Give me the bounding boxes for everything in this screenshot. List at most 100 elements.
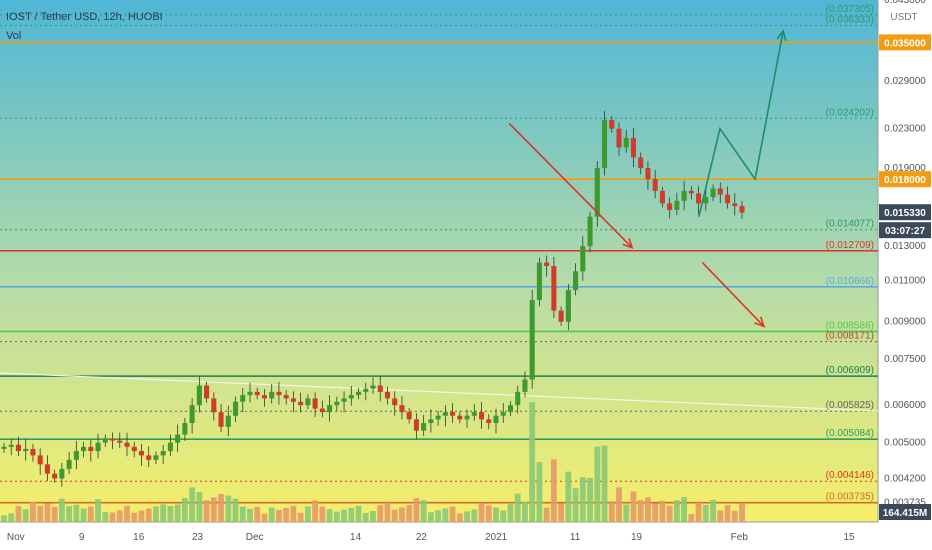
candle-body [609,119,615,129]
price-tick-label: 0.011000 [885,275,926,286]
long-trendline [0,372,879,412]
projection-arrow-green [698,30,784,217]
candle-body [59,468,65,479]
volume-bar [695,502,702,522]
volume-bar [348,507,355,522]
volume-bar [739,503,745,522]
volume-bar [637,500,644,522]
volume-bar [312,500,319,522]
candle-body [363,388,369,392]
time-tick-label: 14 [350,532,362,543]
time-tick-label: Dec [246,532,264,543]
volume-bar [333,511,340,522]
volume-bar [420,500,427,522]
candle-body [23,448,29,452]
candle-body [442,412,448,416]
volume-bar [290,505,297,522]
volume-bar [297,512,304,522]
candle-body [117,440,123,443]
volume-bar [44,503,51,522]
plot-background [0,0,878,522]
volume-bar [8,513,15,522]
candle-body [739,205,745,213]
volume-bar [645,497,651,522]
volume-bar [160,504,167,522]
arrow-head [622,237,634,249]
level-label: (0.024202) [826,107,874,118]
candle-body [529,300,535,380]
volume-bar [102,511,109,522]
price-tick-label: 0.019000 [884,163,926,174]
candle-body [515,391,521,406]
volume-bar [254,506,261,522]
candle-body [189,405,195,424]
candle-body [109,438,116,441]
volume-bar [688,513,695,522]
volume-bar [608,501,615,522]
level-label: (0.014077) [826,219,874,230]
candle-body [638,157,644,169]
candle-body [240,395,246,402]
candle-body [681,190,687,201]
candle-body [52,473,58,479]
candle-body [355,391,362,396]
volume-bar [174,504,181,522]
volume-bar [399,507,405,522]
time-tick-label: 19 [631,532,643,543]
projection-arrow-red [508,122,633,249]
level-label: (0.008586) [826,320,874,331]
time-axis-background [0,522,878,550]
candle-body [667,203,673,210]
price-tick-label: 0.004200 [884,474,926,485]
level-label: (0.006909) [826,365,874,376]
volume-bar [536,462,543,522]
candle-body [15,444,22,452]
price-tick-label: 0.013000 [884,241,926,252]
candle-body [536,262,542,301]
volume-bar [73,504,80,522]
volume-bar [377,505,384,522]
candle-body [406,412,412,420]
candle-body [146,455,152,460]
volume-bar [1,515,7,522]
volume-bar [673,500,680,522]
candle-body [652,179,658,191]
volume-bar [80,508,87,522]
candle-body [102,438,108,443]
candle-body [478,412,485,420]
price-tag-label: 164.415M [883,508,927,519]
volume-bar [153,506,159,522]
price-tag-label: 0.015330 [884,208,926,219]
volume-bar [717,510,724,522]
volume-bar [456,513,463,522]
volume-bar [131,512,138,522]
arrow-head [754,316,766,328]
volume-bar [500,510,507,522]
candle-body [471,412,477,416]
volume-bar [572,488,579,522]
volume-bar [681,497,688,522]
price-tick-label: 0.043000 [884,0,926,6]
candle-body [81,446,87,452]
volume-bar [109,512,116,522]
volume-bar [51,506,58,522]
volume-bar [724,505,731,522]
candle-body [8,444,14,447]
price-tags: 0.035000 0.018000 0.015330 03:07:27 164.415M [879,34,931,520]
candle-body [507,405,514,413]
candle-body [428,419,434,424]
horizontal-levels [0,14,878,504]
candle-body [1,446,7,449]
volume-bar [623,504,630,522]
candle-body [717,188,723,195]
volume-bar [326,509,333,522]
volume-bar [514,493,521,522]
candle-body [688,190,694,194]
volume-bar [15,506,22,522]
volume-bar [239,506,246,522]
candle-body [124,442,130,447]
candle-body [175,434,181,443]
candle-body [696,193,702,204]
candle-body [182,423,188,435]
